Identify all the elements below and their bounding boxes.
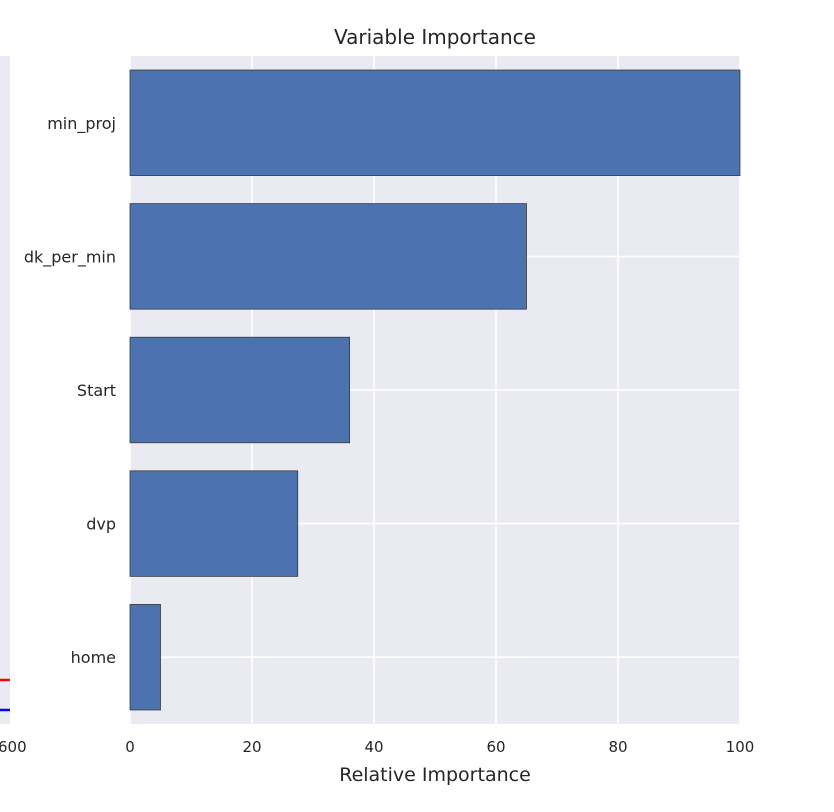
x-tick-label: 60 xyxy=(486,738,505,756)
y-tick-label: dvp xyxy=(86,515,116,534)
x-tick-labels: 0 20 40 60 80 100 xyxy=(125,738,754,756)
y-tick-label: dk_per_min xyxy=(24,247,116,267)
bar-start xyxy=(129,336,351,444)
y-tick-label: Start xyxy=(77,381,116,400)
bar-home xyxy=(129,604,161,711)
x-axis-label: Relative Importance xyxy=(339,764,531,786)
partial-plot-area xyxy=(0,56,10,724)
partial-tick-label: 600 xyxy=(0,738,27,756)
y-tick-label: home xyxy=(71,648,116,667)
partial-neighbor-chart: 600 xyxy=(0,56,27,756)
y-tick-label: min_proj xyxy=(47,114,116,134)
x-tick-label: 40 xyxy=(364,738,383,756)
x-tick-label: 20 xyxy=(242,738,261,756)
bar-dk-per-min xyxy=(129,203,527,310)
y-tick-labels: min_proj dk_per_min Start dvp home xyxy=(24,114,116,667)
bar-dvp xyxy=(129,470,299,577)
x-tick-label: 80 xyxy=(608,738,627,756)
x-tick-label: 100 xyxy=(726,738,755,756)
chart-title: Variable Importance xyxy=(334,25,536,49)
x-tick-label: 0 xyxy=(125,738,135,756)
bar-min-proj xyxy=(129,69,741,176)
bars xyxy=(129,69,741,711)
